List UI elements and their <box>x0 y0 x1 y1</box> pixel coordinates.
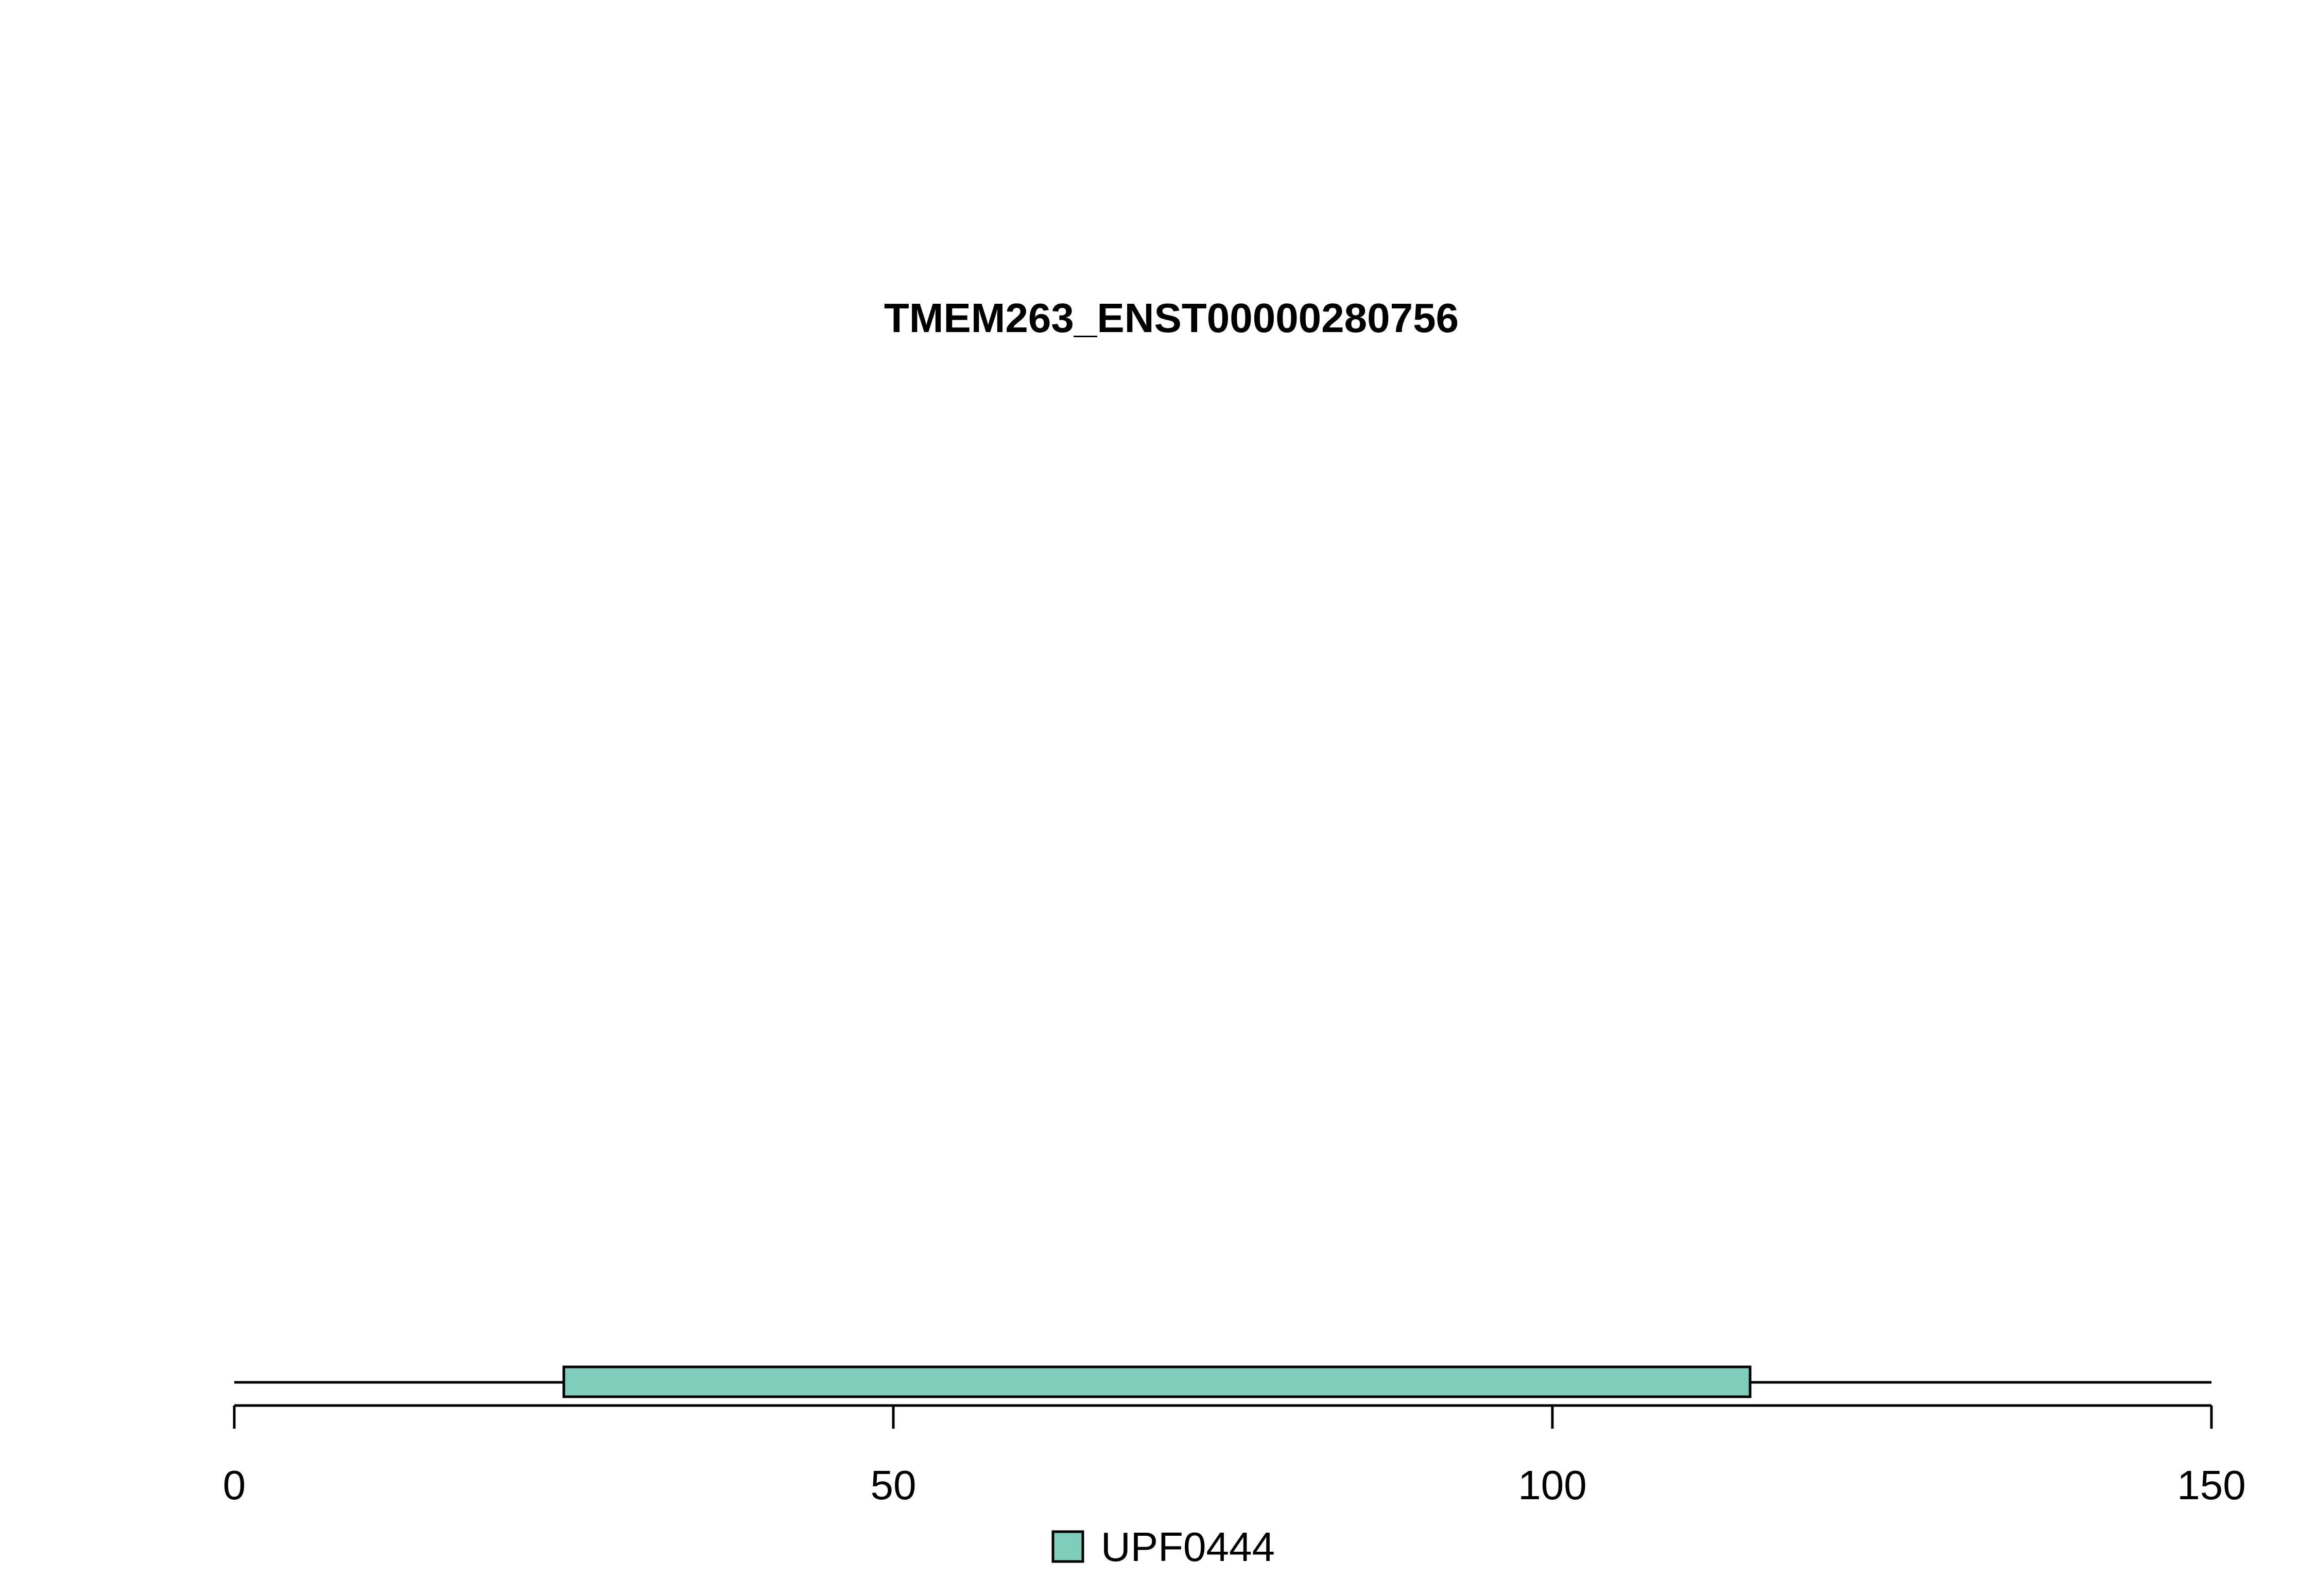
domain-bar-upf0444 <box>562 1365 1752 1398</box>
legend-swatch-upf0444 <box>1051 1530 1084 1563</box>
x-tick-label-0: 0 <box>223 1462 246 1508</box>
x-tick-label-150: 150 <box>2177 1462 2245 1508</box>
x-tick-label-50: 50 <box>871 1462 917 1508</box>
legend: UPF0444 <box>1051 1524 1275 1570</box>
chart-title: TMEM263_ENST00000280756 <box>884 295 1459 341</box>
domain-layer <box>562 1365 1752 1398</box>
x-tick-label-100: 100 <box>1518 1462 1586 1508</box>
legend-label-upf0444: UPF0444 <box>1101 1524 1275 1570</box>
x-axis: 0 50 100 150 <box>223 1404 2246 1508</box>
